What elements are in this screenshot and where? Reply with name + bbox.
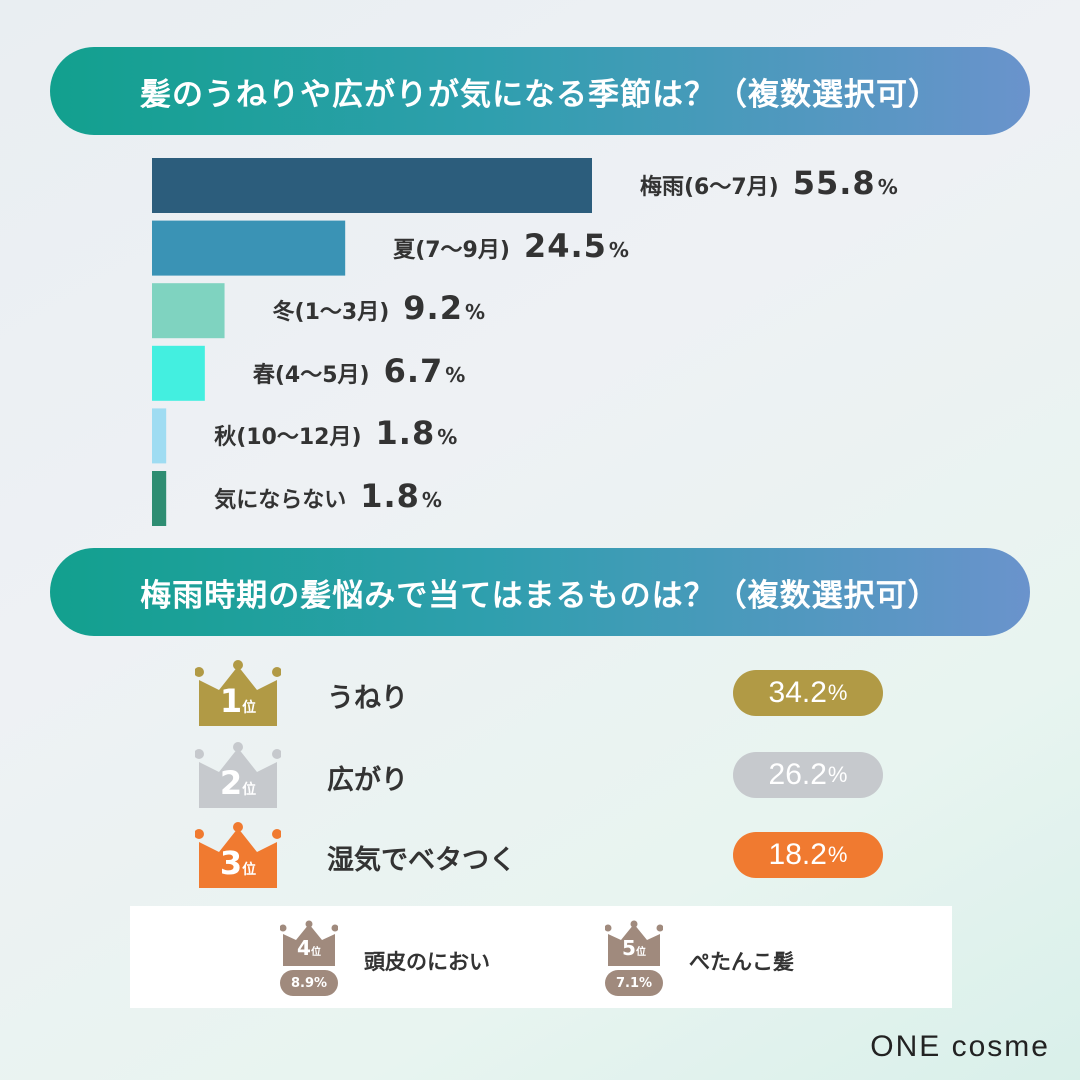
rank-row-1: 1位 うねり 34.2% [195, 660, 895, 726]
crown-icon [280, 920, 338, 966]
bar-4 [152, 408, 167, 464]
rank-label: ぺたんこ髪 [689, 950, 794, 974]
rank-value-badge: 26.2% [733, 752, 883, 798]
bar-category-label: 春(4〜5月) [252, 362, 370, 388]
season-bar-chart [152, 158, 592, 526]
bar-5 [152, 471, 167, 526]
bar-category-label: 気にならない [214, 488, 347, 513]
rank-number: 5位 [622, 936, 646, 960]
rank-value-badge: 18.2% [733, 832, 883, 878]
rank-value-badge: 34.2% [733, 670, 883, 716]
section2-title: 梅雨時期の髪悩みで当てはまるものは？（複数選択可） [140, 577, 940, 614]
bar-label-2: 冬(1〜3月) 9.2% [273, 289, 485, 327]
bar-value-label: 55.8 [792, 164, 876, 202]
section1-title-banner: 髪のうねりや広がりが気になる季節は？（複数選択可） [50, 47, 1030, 135]
bar-label-3: 春(4〜5月) 6.7% [253, 352, 465, 390]
rank-number: 2位 [219, 764, 257, 802]
section2-title-banner: 梅雨時期の髪悩みで当てはまるものは？（複数選択可） [50, 548, 1030, 636]
rank-item-4: 4位 8.9% 頭皮のにおい [280, 920, 540, 1000]
brand-logo: ONE cosme [870, 1030, 1050, 1063]
bar-label-0: 梅雨(6〜7月) 55.8% [640, 164, 898, 202]
bar-category-label: 冬(1〜3月) [272, 300, 390, 326]
bar-value-label: 6.7 [383, 351, 444, 390]
bar-value-label: 24.5 [523, 226, 607, 265]
crown-icon [195, 742, 281, 808]
crown-icon [195, 822, 281, 888]
bar-unit-label: % [464, 300, 485, 325]
bar-category-label: 夏(7〜9月) [393, 237, 510, 263]
bar-unit-label: % [437, 425, 458, 450]
rank-value-badge: 8.9% [280, 970, 338, 996]
bar-value-label: 1.8 [375, 414, 436, 453]
bar-value-label: 1.8 [360, 477, 420, 515]
bar-category-label: 秋(10〜12月) [214, 425, 362, 451]
rank-label: 広がり [327, 765, 408, 796]
rank-number: 3位 [219, 844, 257, 882]
crown-icon [605, 920, 663, 966]
bar-label-5: 気にならない 1.8% [214, 477, 442, 515]
bar-0 [152, 158, 592, 213]
rank-label: うねり [327, 683, 408, 714]
bar-value-label: 9.2 [403, 289, 463, 328]
bar-unit-label: % [421, 488, 442, 512]
bar-3 [152, 345, 205, 401]
bar-unit-label: % [608, 237, 629, 262]
rank-number: 4位 [297, 936, 321, 960]
rank-value-badge: 7.1% [605, 970, 663, 996]
bar-category-label: 梅雨(6〜7月) [640, 175, 779, 200]
section1-title: 髪のうねりや広がりが気になる季節は？（複数選択可） [140, 76, 940, 113]
bar-label-1: 夏(7〜9月) 24.5% [393, 227, 629, 265]
bar-label-4: 秋(10〜12月) 1.8% [214, 414, 457, 452]
bar-unit-label: % [445, 362, 466, 387]
rank-row-2: 2位 広がり 26.2% [195, 742, 895, 808]
minor-ranks-box: 4位 8.9% 頭皮のにおい 5位 7.1% ぺたんこ髪 [130, 906, 952, 1008]
bar-unit-label: % [877, 175, 898, 199]
rank-row-3: 3位 湿気でベタつく 18.2% [195, 822, 895, 888]
crown-icon [195, 660, 281, 726]
bar-2 [152, 283, 225, 339]
rank-item-5: 5位 7.1% ぺたんこ髪 [605, 920, 865, 1000]
bar-1 [152, 220, 346, 276]
rank-label: 湿気でベタつく [327, 845, 516, 876]
rank-number: 1位 [219, 682, 257, 720]
rank-label: 頭皮のにおい [364, 950, 490, 974]
